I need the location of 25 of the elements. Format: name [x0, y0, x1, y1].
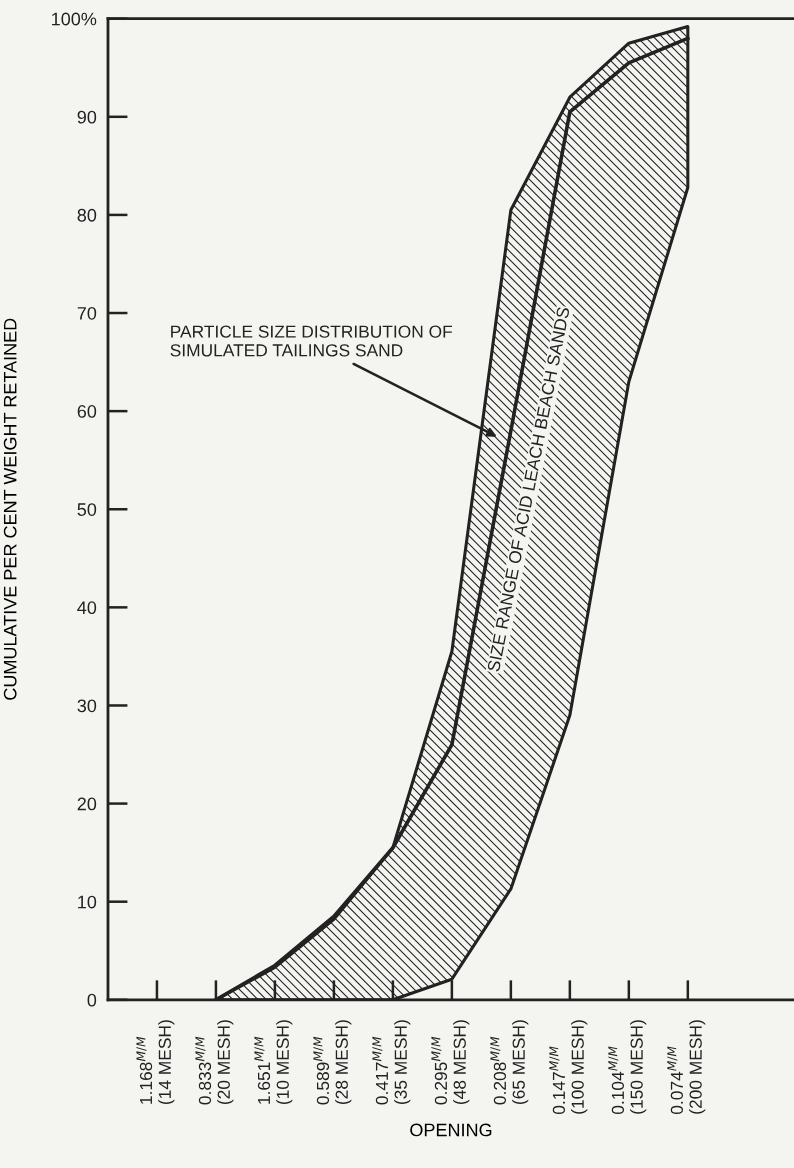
y-tick-label: 100% [52, 12, 97, 26]
y-tick-label: 20 [77, 797, 97, 811]
x-tick-label: 0.208$^{M/M}$ (65 MESH) [490, 1020, 529, 1105]
y-tick-label: 60 [77, 405, 97, 418]
y-tick-label: 50 [77, 503, 97, 516]
x-tick-label: 1.168$^{M/M}$ (14 MESH) [136, 1020, 175, 1105]
y-tick-label: 0 [87, 993, 97, 1007]
x-tick-label: 1.651$^{M/M}$ (10 MESH) [254, 1020, 293, 1105]
y-tick-label: 10 [78, 895, 97, 909]
x-tick-label: 0.417$^{M/M}$ (35 MESH) [372, 1020, 411, 1105]
x-axis-title: OPENING [410, 1123, 492, 1137]
x-tick-label: 0.589$^{M/M}$ (28 MESH) [313, 1020, 352, 1105]
y-tick-label: 30 [77, 699, 97, 713]
annotation: PARTICLE SIZE DISTRIBUTION OF SIMULATED TAILINGS SAND [170, 325, 453, 357]
y-tick-label: 80 [77, 208, 97, 222]
x-tick-label: 0.295$^{M/M}$ (48 MESH) [431, 1020, 470, 1105]
y-tick-label: 40 [77, 601, 97, 615]
x-tick-label: 0.833$^{M/M}$ (20 MESH) [195, 1020, 234, 1105]
x-tick-label: 0.147$^{M/M}$ (100 MESH) [549, 1020, 588, 1115]
annotation: SIZE RANGE OF ACID LEACH BEACH SANDS [487, 306, 570, 673]
x-tick-label: 0.104$^{M/M}$ (150 MESH) [608, 1020, 647, 1115]
y-axis-title: CUMULATIVE PER CENT WEIGHT RETAINED [3, 318, 17, 700]
y-tick-label: 70 [77, 306, 97, 320]
x-tick-label: 0.074$^{M/M}$ (200 MESH) [667, 1020, 706, 1115]
y-tick-label: 90 [77, 110, 97, 124]
